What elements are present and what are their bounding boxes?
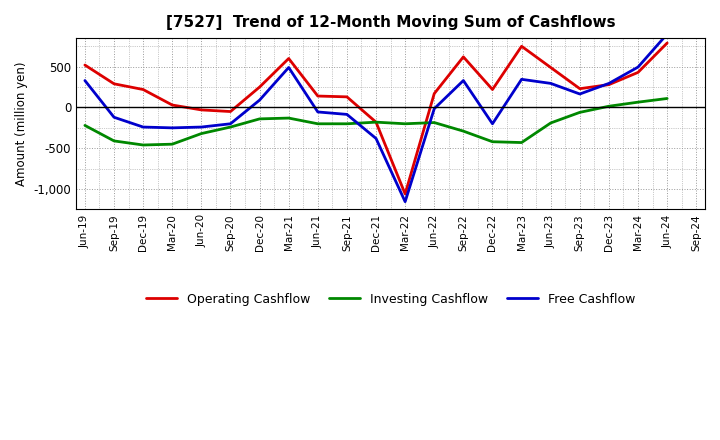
Investing Cashflow <box>634 99 642 105</box>
Investing Cashflow <box>546 120 555 125</box>
Investing Cashflow <box>81 123 89 128</box>
Investing Cashflow <box>343 121 351 126</box>
Investing Cashflow <box>226 125 235 130</box>
Operating Cashflow <box>575 86 584 92</box>
Free Cashflow <box>81 78 89 83</box>
Investing Cashflow <box>256 116 264 121</box>
Operating Cashflow <box>81 62 89 68</box>
Line: Investing Cashflow: Investing Cashflow <box>85 99 667 145</box>
Investing Cashflow <box>663 96 672 101</box>
Free Cashflow <box>256 98 264 103</box>
Operating Cashflow <box>256 84 264 90</box>
Title: [7527]  Trend of 12-Month Moving Sum of Cashflows: [7527] Trend of 12-Month Moving Sum of C… <box>166 15 616 30</box>
Investing Cashflow <box>430 120 438 125</box>
Operating Cashflow <box>401 191 410 197</box>
Investing Cashflow <box>168 142 176 147</box>
Operating Cashflow <box>430 91 438 96</box>
Free Cashflow <box>488 121 497 126</box>
Free Cashflow <box>226 121 235 126</box>
Free Cashflow <box>517 77 526 82</box>
Free Cashflow <box>313 109 322 114</box>
Line: Free Cashflow: Free Cashflow <box>85 34 667 202</box>
Operating Cashflow <box>226 109 235 114</box>
Investing Cashflow <box>488 139 497 144</box>
Operating Cashflow <box>343 94 351 99</box>
Operating Cashflow <box>139 87 148 92</box>
Operating Cashflow <box>663 40 672 46</box>
Free Cashflow <box>168 125 176 131</box>
Free Cashflow <box>663 31 672 37</box>
Investing Cashflow <box>401 121 410 126</box>
Free Cashflow <box>284 65 293 70</box>
Investing Cashflow <box>517 140 526 145</box>
Free Cashflow <box>139 125 148 130</box>
Operating Cashflow <box>634 70 642 75</box>
Free Cashflow <box>459 78 468 83</box>
Operating Cashflow <box>197 107 206 113</box>
Investing Cashflow <box>575 110 584 115</box>
Operating Cashflow <box>284 56 293 61</box>
Free Cashflow <box>109 114 118 120</box>
Operating Cashflow <box>168 103 176 108</box>
Free Cashflow <box>605 81 613 86</box>
Operating Cashflow <box>605 82 613 87</box>
Legend: Operating Cashflow, Investing Cashflow, Free Cashflow: Operating Cashflow, Investing Cashflow, … <box>140 288 641 311</box>
Investing Cashflow <box>197 131 206 136</box>
Investing Cashflow <box>313 121 322 126</box>
Operating Cashflow <box>109 81 118 86</box>
Free Cashflow <box>575 92 584 97</box>
Operating Cashflow <box>488 87 497 92</box>
Investing Cashflow <box>109 138 118 143</box>
Operating Cashflow <box>459 54 468 59</box>
Operating Cashflow <box>546 65 555 70</box>
Investing Cashflow <box>605 103 613 109</box>
Free Cashflow <box>401 199 410 204</box>
Operating Cashflow <box>517 44 526 49</box>
Y-axis label: Amount (million yen): Amount (million yen) <box>15 62 28 186</box>
Line: Operating Cashflow: Operating Cashflow <box>85 43 667 194</box>
Free Cashflow <box>197 125 206 130</box>
Investing Cashflow <box>284 115 293 121</box>
Investing Cashflow <box>139 143 148 148</box>
Free Cashflow <box>372 136 380 141</box>
Investing Cashflow <box>459 128 468 134</box>
Investing Cashflow <box>372 120 380 125</box>
Operating Cashflow <box>313 93 322 99</box>
Free Cashflow <box>430 106 438 111</box>
Free Cashflow <box>546 81 555 86</box>
Operating Cashflow <box>372 120 380 125</box>
Free Cashflow <box>634 64 642 70</box>
Free Cashflow <box>343 112 351 117</box>
